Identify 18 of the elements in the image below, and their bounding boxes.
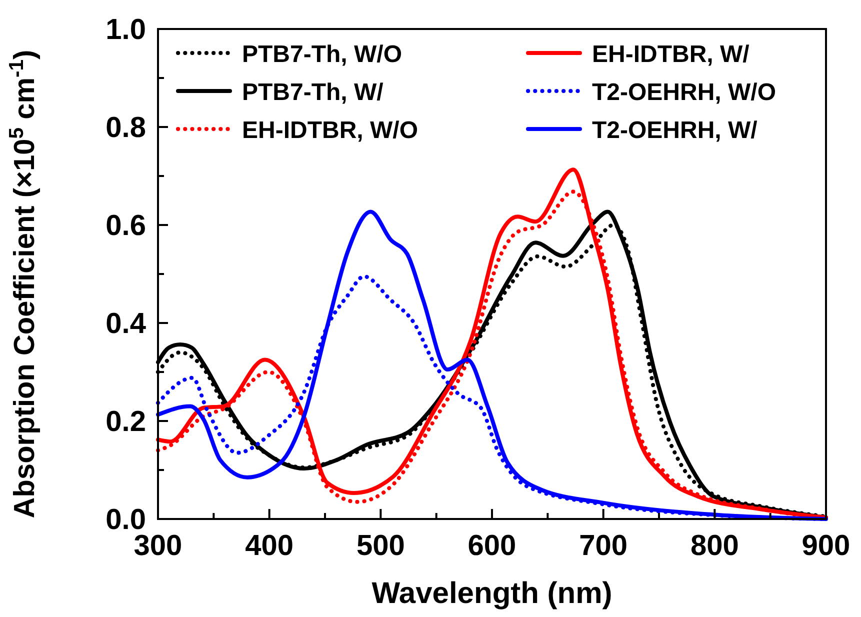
legend-label: T2-OEHRH, W/O <box>592 79 776 106</box>
x-tick-label: 700 <box>579 530 628 562</box>
x-tick-label: 800 <box>690 530 739 562</box>
x-tick-label: 600 <box>468 530 516 562</box>
legend-label: EH-IDTBR, W/O <box>242 117 418 144</box>
legend-label: EH-IDTBR, W/ <box>592 41 750 68</box>
y-tick-label: 0.4 <box>106 308 146 340</box>
x-tick-label: 500 <box>356 530 405 562</box>
legend-label: PTB7-Th, W/O <box>242 41 402 68</box>
x-axis-title: Wavelength (nm) <box>372 577 612 610</box>
y-tick-label: 1.0 <box>106 14 146 46</box>
legend-label: PTB7-Th, W/ <box>242 79 384 106</box>
x-tick-label: 400 <box>245 530 294 562</box>
y-tick-label: 0.6 <box>106 210 146 242</box>
x-tick-label: 900 <box>802 530 850 562</box>
y-tick-label: 0.8 <box>106 112 146 144</box>
legend-label: T2-OEHRH, W/ <box>592 117 758 144</box>
y-tick-label: 0.2 <box>106 406 146 438</box>
